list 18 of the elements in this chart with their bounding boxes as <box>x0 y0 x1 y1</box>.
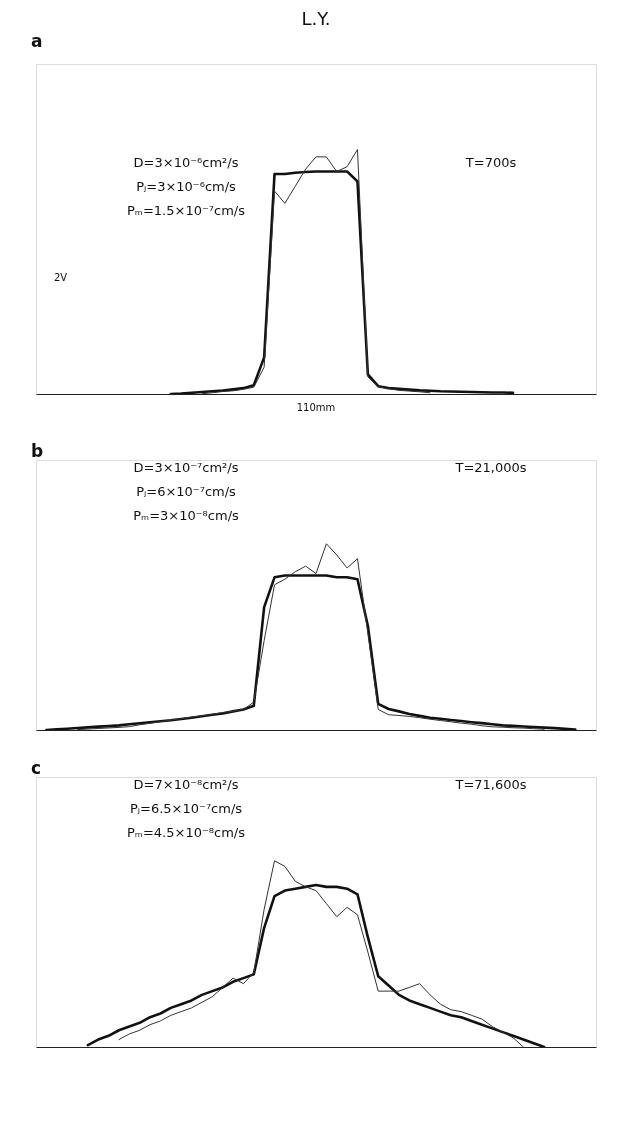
text: c <box>31 758 42 778</box>
text: b <box>31 441 44 461</box>
text: Pⱼ=6.5×10⁻⁷cm/s <box>129 801 243 816</box>
text: T=21,000s <box>454 460 527 475</box>
annotation: Pⱼ=3×10⁻⁶cm/s <box>136 179 237 194</box>
text: T=71,600s <box>454 777 527 792</box>
text: Pₘ=3×10⁻⁸cm/s <box>133 508 240 523</box>
text: 110mm <box>296 402 336 413</box>
text: a <box>31 31 43 51</box>
annotation: 2V <box>54 272 68 283</box>
annotation: T=700s <box>464 155 517 170</box>
text: Pⱼ=6×10⁻⁷cm/s <box>136 484 237 499</box>
annotation: D=3×10⁻⁶cm²/s <box>133 155 239 170</box>
text: D=3×10⁻⁷cm²/s <box>133 460 239 475</box>
chart-title: L.Y. <box>301 8 331 29</box>
text: Pₘ=4.5×10⁻⁸cm/s <box>127 825 246 840</box>
annotation: Pₘ=1.5×10⁻⁷cm/s <box>127 203 246 218</box>
text: D=7×10⁻⁸cm²/s <box>133 777 239 792</box>
